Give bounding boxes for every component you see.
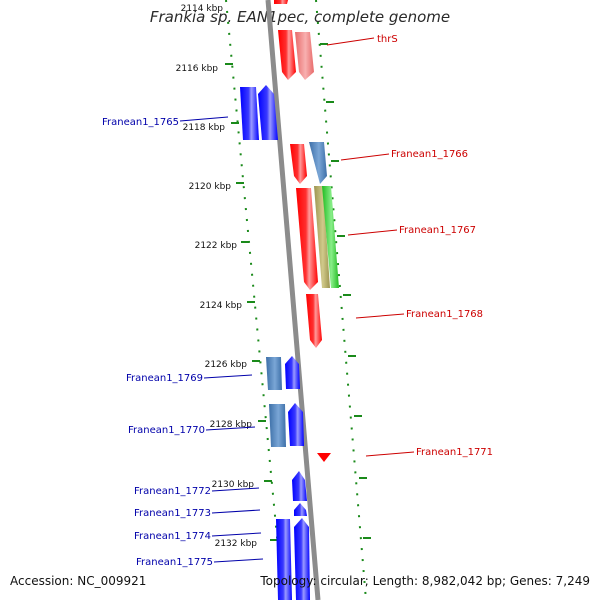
genome-summary-text: Topology: circular; Length: 8,982,042 bp… — [260, 574, 590, 588]
scale-ticks-right — [320, 43, 371, 539]
cds-arrow — [285, 356, 300, 389]
cds-arrow — [317, 453, 331, 462]
gene-label-franean1-1766[interactable]: Franean1_1766 — [391, 149, 468, 160]
cds-arrow — [240, 87, 259, 140]
gene-label-franean1-1773[interactable]: Franean1_1773 — [134, 508, 211, 519]
tick-label: 2126 kbp — [205, 360, 248, 370]
gene-label-franean1-1770[interactable]: Franean1_1770 — [128, 425, 205, 436]
tick-label: 2132 kbp — [215, 539, 258, 549]
gene-label-franean1-1775[interactable]: Franean1_1775 — [136, 557, 213, 568]
left-dotted-track — [225, 0, 284, 600]
tick-label: 2118 kbp — [183, 123, 226, 133]
cds-arrow — [276, 519, 292, 600]
gene-label-franean1-1774[interactable]: Franean1_1774 — [134, 531, 211, 542]
map-title: Frankia sp. EAN1pec, complete genome — [149, 8, 451, 26]
cds-arrow — [294, 503, 307, 516]
gene-label-franean1-1767[interactable]: Franean1_1767 — [399, 225, 476, 236]
misc-feature — [309, 142, 327, 184]
genome-backbone — [265, 0, 321, 600]
tick-label: 2114 kbp — [181, 4, 224, 14]
right-dotted-track — [315, 0, 367, 600]
gene-label-franean1-1765[interactable]: Franean1_1765 — [102, 117, 179, 128]
forward-features — [274, 0, 339, 462]
cds-arrow — [290, 144, 307, 184]
cds-arrow — [292, 471, 307, 501]
misc-feature — [269, 404, 286, 447]
thrS-gene-arrow — [295, 32, 314, 80]
cds-arrow — [296, 188, 318, 290]
rna-feature — [322, 186, 339, 288]
cds-arrow — [258, 85, 278, 140]
gene-label-franean1-1771[interactable]: Franean1_1771 — [416, 447, 493, 458]
scale-ticks — [225, 63, 278, 541]
cds-arrow — [306, 294, 322, 348]
cds-arrow — [294, 518, 310, 600]
misc-feature — [266, 357, 282, 390]
gene-label-franean1-1772[interactable]: Franean1_1772 — [134, 486, 211, 497]
scale-labels: 2114 kbp 2116 kbp 2118 kbp 2120 kbp 2122… — [176, 4, 258, 549]
tick-label: 2122 kbp — [195, 241, 238, 251]
tick-label: 2116 kbp — [176, 64, 219, 74]
tick-label: 2130 kbp — [212, 480, 255, 490]
gene-label-franean1-1768[interactable]: Franean1_1768 — [406, 309, 483, 320]
reverse-features — [240, 85, 310, 600]
tick-label: 2120 kbp — [189, 182, 232, 192]
accession-text: Accession: NC_009921 — [10, 574, 147, 588]
cds-arrow — [288, 403, 304, 446]
tick-label: 2124 kbp — [200, 301, 243, 311]
cds-arrow — [274, 0, 288, 4]
gene-label-thrS[interactable]: thrS — [377, 34, 398, 45]
gene-label-franean1-1769[interactable]: Franean1_1769 — [126, 373, 203, 384]
cds-arrow — [278, 30, 296, 80]
reverse-gene-labels — [179, 116, 264, 563]
tick-label: 2128 kbp — [210, 420, 253, 430]
forward-gene-labels — [326, 37, 415, 457]
misc-feature — [314, 186, 330, 288]
